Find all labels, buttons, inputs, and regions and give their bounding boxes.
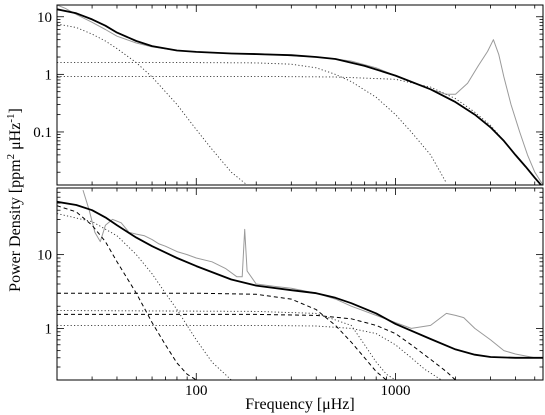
bottom-component-3-line	[57, 313, 456, 380]
bottom-x-tick-label: 100	[185, 383, 208, 399]
y-axis-label-sup1: 2	[5, 154, 17, 160]
bottom-y-tick-label: 1	[45, 321, 53, 337]
top-panel: 10 1 0.1	[33, 4, 544, 186]
bottom-total-fit-line	[57, 200, 543, 359]
top-component-1-line	[57, 23, 248, 185]
bottom-component-4-line	[57, 213, 248, 380]
x-axis-label: Frequency [μHz]	[245, 396, 354, 413]
y-axis-label-end: ]	[7, 108, 24, 113]
top-y-tick-label: 1	[45, 67, 53, 83]
bottom-panel-series	[57, 189, 543, 380]
top-y-tick-label: 0.1	[33, 125, 52, 141]
bottom-panel: 10 1 100 1000	[37, 187, 544, 399]
bottom-component-1-line	[57, 205, 199, 380]
bottom-panel-frame	[56, 187, 544, 381]
top-panel-frame	[56, 4, 544, 186]
bottom-y-tick-label: 10	[37, 248, 52, 264]
y-axis-label-mid: μHz	[7, 123, 24, 154]
top-component-2-line	[57, 62, 447, 184]
top-component-3-line	[57, 75, 542, 185]
y-axis-label-main: Power Density [ppm	[7, 159, 24, 292]
top-panel-series	[57, 5, 543, 185]
top-observed-spectrum-line	[57, 5, 543, 185]
bottom-observed-spectrum-line	[82, 189, 543, 359]
top-y-tick-label: 10	[37, 10, 52, 26]
bottom-x-tick-label: 1000	[380, 383, 410, 399]
bottom-component-2-line	[57, 292, 387, 380]
bottom-component-5-line	[57, 310, 396, 380]
bottom-component-6-line	[57, 324, 442, 380]
y-axis-label: Power Density [ppm2 μHz-1]	[5, 108, 24, 292]
top-total-fit-line	[57, 8, 543, 185]
y-axis-label-sup2: -1	[5, 113, 17, 122]
top-panel-ticks: 10 1 0.1	[33, 5, 543, 185]
